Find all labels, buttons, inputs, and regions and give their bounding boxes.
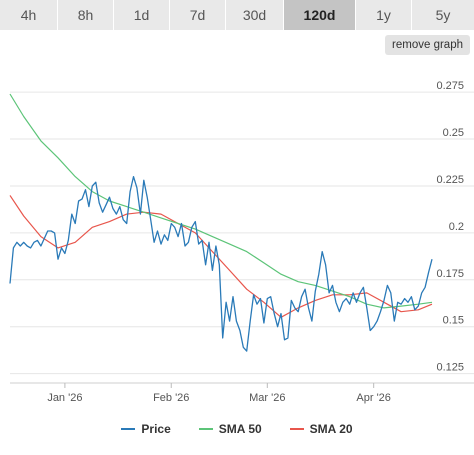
range-tabs: 4h 8h 1d 7d 30d 120d 1y 5y <box>0 0 474 30</box>
legend-label-sma50: SMA 50 <box>218 422 262 436</box>
y-tick-label: 0.125 <box>436 362 464 374</box>
legend-item-price[interactable]: Price <box>121 422 171 436</box>
y-tick-label: 0.275 <box>436 80 464 92</box>
y-tick-label: 0.175 <box>436 268 464 280</box>
y-tick-label: 0.15 <box>443 315 464 327</box>
series-line-sma50 <box>9 93 433 309</box>
tab-5y[interactable]: 5y <box>412 0 474 30</box>
legend-swatch-sma50 <box>198 428 213 430</box>
x-tick-label: Mar '26 <box>249 392 285 404</box>
y-tick-label: 0.225 <box>436 174 464 186</box>
y-axis: 0.125 0.15 0.175 0.2 0.225 0.25 0.275 <box>436 80 464 373</box>
x-tick-label: Apr '26 <box>356 392 391 404</box>
legend-swatch-sma20 <box>289 428 304 430</box>
legend-swatch-price <box>121 428 136 430</box>
price-chart: 0.125 0.15 0.175 0.2 0.225 0.25 0.275 Jan '26 F… <box>9 80 474 404</box>
legend-label-sma20: SMA 20 <box>309 422 353 436</box>
series-line-price <box>9 175 433 352</box>
y-tick-label: 0.2 <box>449 221 464 233</box>
tab-120d[interactable]: 120d <box>284 0 356 30</box>
chart-grid <box>10 91 474 384</box>
tab-1y[interactable]: 1y <box>356 0 412 30</box>
chart-series <box>9 93 433 352</box>
tab-8h[interactable]: 8h <box>58 0 114 30</box>
x-tick-label: Jan '26 <box>47 392 82 404</box>
y-tick-label: 0.25 <box>443 127 464 139</box>
legend-label-price: Price <box>141 422 171 436</box>
tab-7d[interactable]: 7d <box>170 0 226 30</box>
chart-legend: Price SMA 50 SMA 20 <box>0 421 474 437</box>
x-axis: Jan '26 Feb '26 Mar '26 Apr '26 <box>47 383 391 404</box>
tab-30d[interactable]: 30d <box>226 0 284 30</box>
legend-item-sma50[interactable]: SMA 50 <box>198 422 262 436</box>
legend-item-sma20[interactable]: SMA 20 <box>289 422 353 436</box>
remove-graph-button[interactable]: remove graph <box>385 35 470 55</box>
tab-4h[interactable]: 4h <box>0 0 58 30</box>
x-tick-label: Feb '26 <box>153 392 189 404</box>
tab-1d[interactable]: 1d <box>114 0 170 30</box>
